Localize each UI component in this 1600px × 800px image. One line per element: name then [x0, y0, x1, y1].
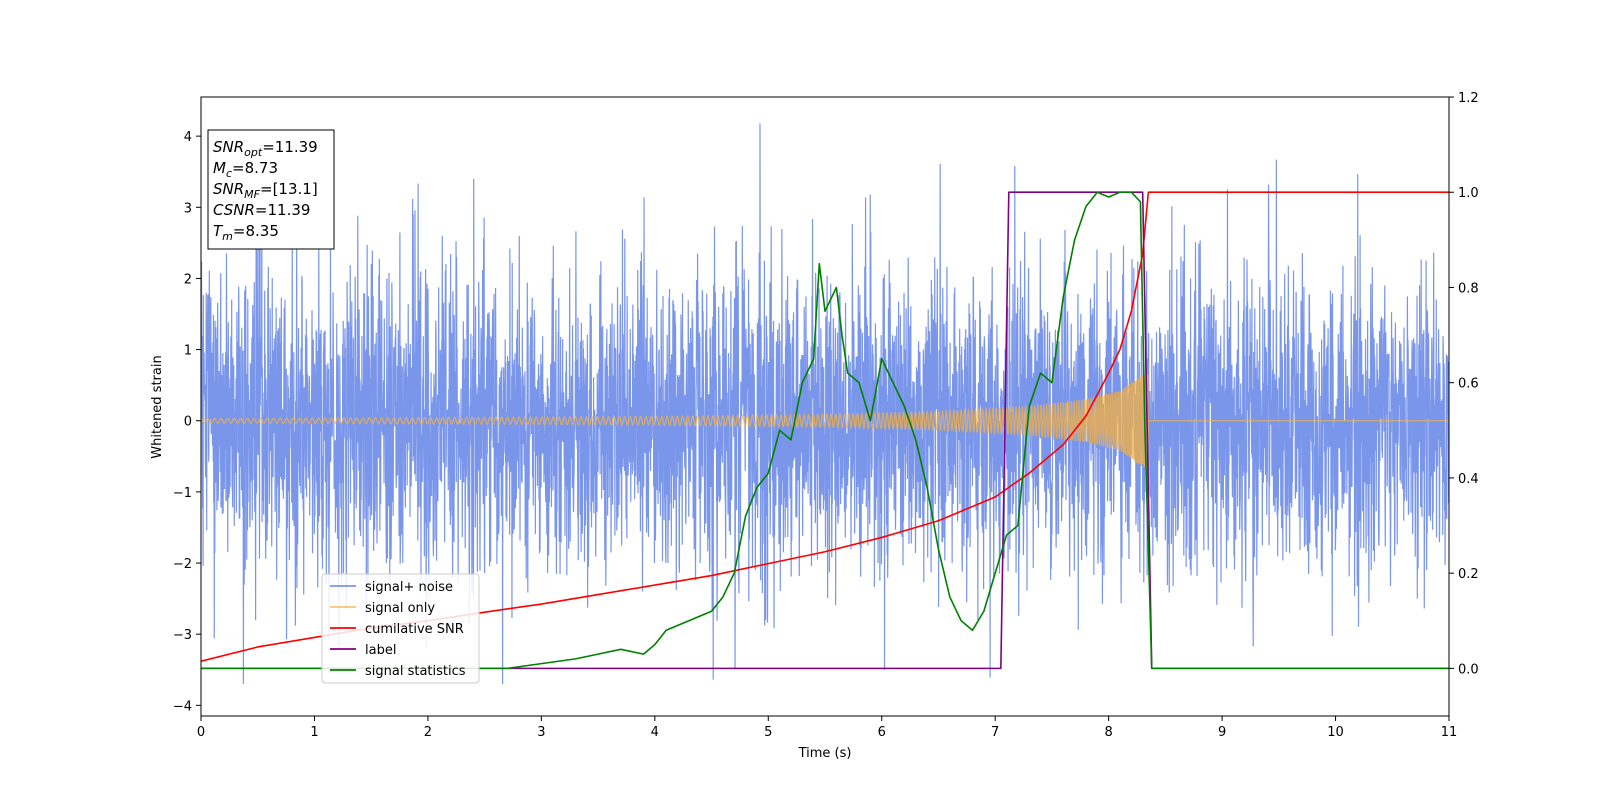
- x-tick-label: 8: [1104, 725, 1112, 740]
- x-tick-label: 7: [991, 725, 999, 740]
- x-tick-label: 11: [1441, 725, 1458, 740]
- y-left-tick-label: 4: [184, 130, 192, 145]
- legend-frame: [321, 573, 480, 684]
- annotation-value: =11.39: [262, 138, 318, 156]
- y-right-tick-label: 0.0: [1458, 662, 1479, 677]
- y-right-tick-label: 0.4: [1458, 472, 1479, 487]
- y-left-tick-label: −3: [173, 628, 192, 643]
- y-right-tick-label: 0.8: [1458, 281, 1479, 296]
- signal-statistics-line: [201, 191, 1449, 670]
- y-right-tick-label: 1.2: [1458, 91, 1479, 106]
- legend: signal+ noise signal only cumilative SNR la…: [321, 573, 480, 684]
- signal-only-line: [201, 373, 1449, 469]
- annotation-value: =8.73: [232, 159, 278, 177]
- y-right-tick-label: 1.0: [1458, 186, 1479, 201]
- annotation-box: SNRopt=11.39Mc=8.73SNRMF=[13.1]CSNR=11.3…: [207, 129, 335, 250]
- annotation-subscript: c: [226, 167, 232, 180]
- x-tick-label: 4: [651, 725, 659, 740]
- annotation-subscript: m: [222, 230, 233, 243]
- y-left-tick-label: 1: [184, 344, 192, 359]
- annotation-symbol: SNR: [213, 180, 244, 198]
- x-axis-title: Time (s): [798, 746, 852, 761]
- annotation-symbol: M: [213, 159, 226, 177]
- annotation-line: Mc=8.73: [213, 159, 278, 180]
- annotation-value: =[13.1]: [260, 180, 318, 198]
- legend-label: label: [365, 643, 396, 658]
- annotation-line: Tm=8.35: [213, 222, 279, 243]
- y-left-tick-label: −4: [173, 699, 192, 714]
- legend-label: cumilative SNR: [365, 622, 464, 637]
- y-left-tick-label: 2: [184, 272, 192, 287]
- x-tick-label: 1: [310, 725, 318, 740]
- legend-label: signal only: [365, 601, 435, 616]
- y-right-tick-label: 0.2: [1458, 567, 1479, 582]
- signal-noise-line: [201, 123, 1449, 684]
- y-left-tick-label: −2: [173, 557, 192, 572]
- annotation-symbol: SNR: [213, 138, 244, 156]
- y-axis-title: Whitened strain: [150, 355, 165, 458]
- annotation-line: SNRMF=[13.1]: [213, 180, 318, 201]
- y-left-tick-label: −1: [173, 486, 192, 501]
- annotation-line: SNRopt=11.39: [213, 138, 318, 159]
- x-tick-label: 3: [537, 725, 545, 740]
- x-tick-label: 0: [197, 725, 205, 740]
- annotation-value: =11.39: [255, 201, 311, 219]
- legend-label: signal+ noise: [365, 580, 453, 595]
- x-tick-label: 2: [424, 725, 432, 740]
- annotation-symbol: T: [213, 222, 224, 240]
- annotation-value: =8.35: [233, 222, 279, 240]
- x-tick-label: 10: [1327, 725, 1344, 740]
- y-left-tick-label: 3: [184, 201, 192, 216]
- annotation-frame: [207, 129, 335, 250]
- annotation-subscript: MF: [244, 188, 260, 201]
- y-right-tick-label: 0.6: [1458, 377, 1479, 392]
- x-tick-label: 5: [764, 725, 772, 740]
- annotation-subscript: opt: [244, 146, 263, 159]
- x-tick-label: 6: [878, 725, 886, 740]
- plot-frame: [200, 96, 1450, 717]
- annotation-line: CSNR=11.39: [213, 201, 310, 219]
- x-tick-label: 9: [1218, 725, 1226, 740]
- annotation-symbol: CSNR: [213, 201, 255, 219]
- y-left-tick-label: 0: [184, 415, 192, 430]
- legend-label: signal statistics: [365, 664, 466, 679]
